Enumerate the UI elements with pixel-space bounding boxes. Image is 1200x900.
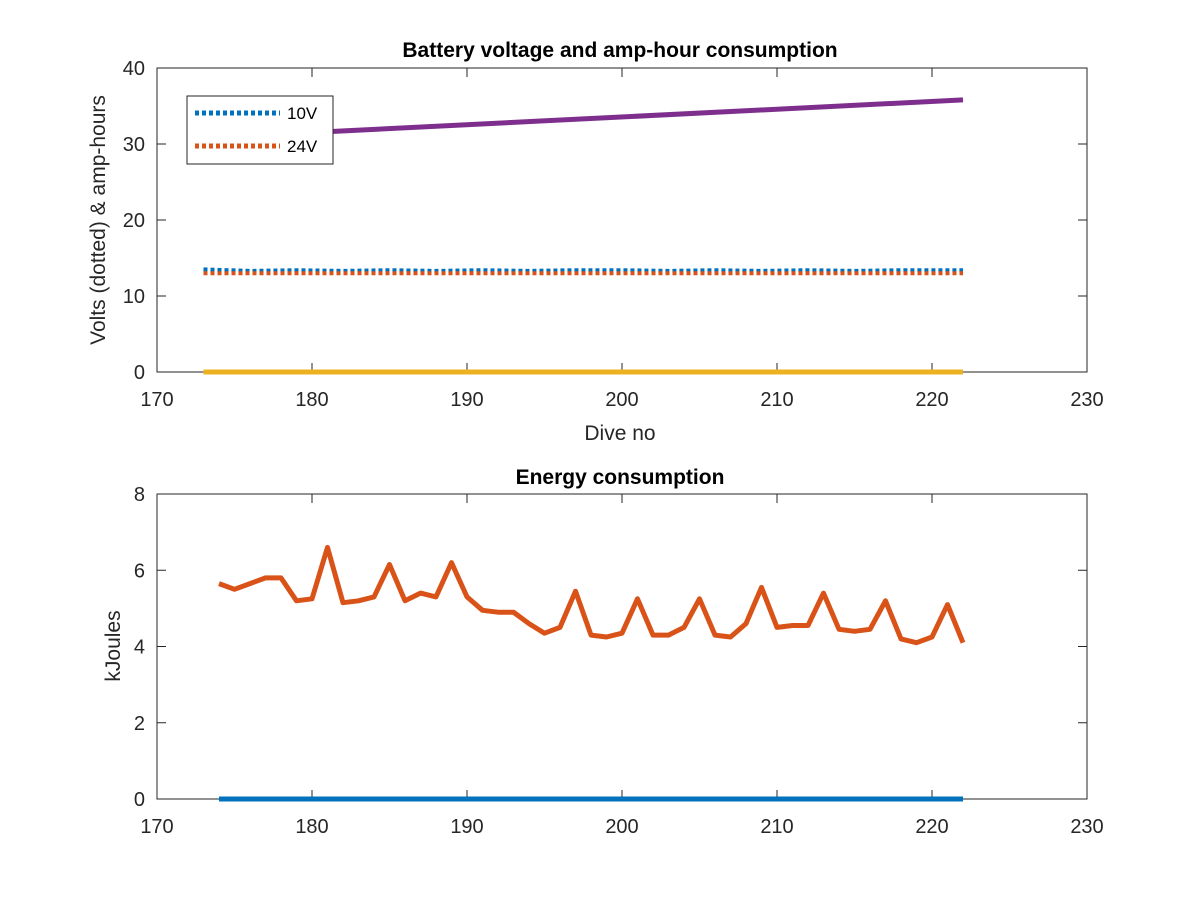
voltage-x-tick-label: 180 xyxy=(295,389,328,411)
energy-x-tick-label: 180 xyxy=(295,816,328,838)
legend-box xyxy=(186,95,334,165)
energy-plot-area xyxy=(156,493,1088,800)
energy-x-tick-label: 230 xyxy=(1070,816,1103,838)
energy-y-tick-label: 8 xyxy=(134,484,145,506)
voltage-y-axis-label: Volts (dotted) & amp-hours xyxy=(87,95,110,345)
voltage-x-axis-label: Dive no xyxy=(584,422,655,445)
voltage-x-tick-label: 200 xyxy=(605,389,638,411)
voltage-x-tick-label: 210 xyxy=(760,389,793,411)
voltage-x-tick-label: 230 xyxy=(1070,389,1103,411)
energy-y-tick-label: 2 xyxy=(134,713,145,735)
voltage-ticks: 170 180 190 200 210 220 230 0 10 20 30 40 xyxy=(123,58,1104,411)
voltage-y-tick-label: 40 xyxy=(123,58,145,80)
energy-x-tick-label: 190 xyxy=(450,816,483,838)
voltage-y-tick-label: 10 xyxy=(123,286,145,308)
energy-y-tick-label: 6 xyxy=(134,560,145,582)
energy-axes: 170 180 190 200 210 220 230 0 2 4 6 8 Energy consum… xyxy=(102,466,1104,838)
energy-chart-title: Energy consumption xyxy=(516,466,725,489)
voltage-legend: 10V 24V xyxy=(186,95,334,165)
voltage-y-tick-label: 30 xyxy=(123,134,145,156)
energy-y-tick-label: 4 xyxy=(134,637,145,659)
energy-x-tick-label: 170 xyxy=(140,816,173,838)
energy-ticks: 170 180 190 200 210 220 230 0 2 4 6 8 xyxy=(134,484,1104,838)
legend-label-10v: 10V xyxy=(287,104,318,123)
energy-y-axis-label: kJoules xyxy=(102,610,125,681)
energy-x-tick-label: 220 xyxy=(915,816,948,838)
voltage-x-tick-label: 220 xyxy=(915,389,948,411)
legend-label-24v: 24V xyxy=(287,137,318,156)
energy-y-tick-label: 0 xyxy=(134,789,145,811)
energy-x-tick-label: 210 xyxy=(760,816,793,838)
energy-x-tick-label: 200 xyxy=(605,816,638,838)
voltage-chart-title: Battery voltage and amp-hour consumption xyxy=(402,39,837,62)
voltage-y-tick-label: 20 xyxy=(123,210,145,232)
voltage-x-tick-label: 190 xyxy=(450,389,483,411)
voltage-x-tick-label: 170 xyxy=(140,389,173,411)
voltage-axes: 170 180 190 200 210 220 230 0 10 20 30 40 Battery v… xyxy=(87,39,1104,445)
voltage-y-tick-label: 0 xyxy=(134,362,145,384)
voltage-line-10v xyxy=(203,267,963,273)
energy-series xyxy=(218,544,966,802)
energy-line-series-1 xyxy=(218,544,966,646)
